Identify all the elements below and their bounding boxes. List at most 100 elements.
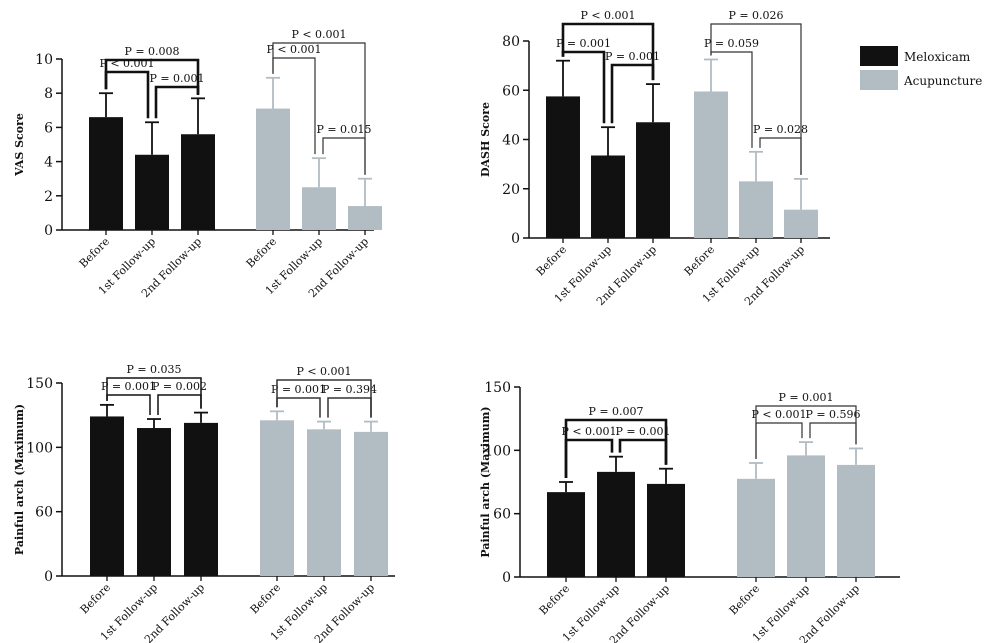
x-tick-label: Before: [78, 581, 113, 616]
y-tick-label: 0: [511, 231, 520, 247]
bar: [737, 478, 775, 577]
bar: [647, 483, 685, 577]
p-value-label: P = 0.007: [588, 405, 643, 418]
significance-bracket: [610, 63, 655, 124]
bar: [184, 422, 218, 576]
y-tick-label: 2: [44, 189, 53, 205]
y-tick-label: 60: [493, 507, 511, 523]
y-tick-label: 100: [26, 440, 53, 456]
p-value-label: P = 0.059: [704, 37, 759, 50]
bar: [694, 91, 728, 238]
p-value-label: P < 0.001: [561, 425, 616, 438]
significance-bracket: [104, 58, 200, 95]
y-axis-label: Painful arch (Maximum): [13, 404, 26, 555]
p-value-label: P = 0.394: [322, 383, 377, 396]
bar: [787, 455, 825, 577]
y-tick-label: 60: [35, 505, 53, 521]
y-tick-label: 0: [44, 569, 53, 585]
significance-bracket: [272, 42, 366, 175]
y-tick-label: 4: [44, 155, 53, 171]
p-value-label: P = 0.001: [605, 50, 660, 63]
p-value-label: P = 0.001: [149, 72, 204, 85]
bar: [636, 122, 670, 238]
p-value-label: P < 0.001: [266, 43, 321, 56]
significance-bracket: [154, 85, 200, 119]
legend-label-meloxicam: Meloxicam: [904, 50, 971, 64]
bar: [307, 429, 341, 576]
p-value-label: P = 0.001: [615, 425, 670, 438]
p-value-label: P < 0.001: [291, 28, 346, 41]
bar: [784, 209, 818, 238]
bar: [90, 416, 124, 576]
x-tick-label: Before: [534, 243, 569, 278]
significance-bracket: [755, 422, 803, 459]
legend-swatch-acupuncture: [860, 70, 898, 90]
bar: [260, 420, 294, 576]
y-tick-label: 60: [502, 83, 520, 99]
bar: [135, 154, 169, 230]
bar: [89, 117, 123, 230]
bar: [302, 187, 336, 230]
bar: [547, 492, 585, 577]
bar: [546, 96, 580, 238]
bar: [597, 471, 635, 577]
bar: [181, 134, 215, 230]
bar: [739, 181, 773, 238]
legend-swatch-meloxicam: [860, 46, 898, 66]
x-tick-label: Before: [682, 243, 717, 278]
bar: [348, 206, 382, 230]
significance-bracket: [327, 397, 372, 418]
x-tick-label: Before: [248, 581, 283, 616]
y-tick-label: 8: [44, 86, 53, 102]
y-tick-label: 80: [502, 34, 520, 50]
p-value-label: P < 0.001: [296, 365, 351, 378]
x-tick-label: Before: [537, 582, 572, 617]
significance-bracket: [755, 405, 857, 459]
p-value-label: P < 0.001: [580, 9, 635, 22]
p-value-label: P = 0.001: [271, 383, 326, 396]
p-value-label: P = 0.028: [753, 123, 808, 136]
significance-bracket: [322, 137, 366, 175]
y-tick-label: 20: [502, 182, 520, 198]
x-tick-label: Before: [77, 235, 112, 270]
legend-label-acupuncture: Acupuncture: [903, 74, 982, 88]
y-axis-label: Painful arch (Maximum): [479, 406, 492, 557]
y-tick-label: 150: [26, 376, 53, 392]
y-tick-label: 100: [484, 443, 511, 459]
y-tick-label: 150: [484, 380, 511, 396]
significance-bracket: [710, 23, 802, 175]
y-tick-label: 0: [44, 223, 53, 239]
y-axis-label: DASH Score: [479, 102, 492, 177]
p-value-label: P = 0.596: [805, 408, 860, 421]
significance-bracket: [759, 137, 802, 175]
significance-bracket: [276, 397, 321, 418]
y-tick-label: 40: [502, 133, 520, 149]
significance-bracket: [618, 438, 668, 465]
bar: [591, 155, 625, 238]
p-value-label: P = 0.002: [152, 380, 207, 393]
y-tick-label: 6: [44, 120, 53, 136]
bar: [137, 428, 171, 576]
y-tick-label: 0: [502, 570, 511, 586]
p-value-label: P = 0.001: [556, 37, 611, 50]
bar: [256, 108, 290, 230]
bar: [837, 464, 875, 577]
x-tick-label: Before: [244, 235, 279, 270]
significance-bracket: [809, 422, 857, 445]
significance-bracket: [564, 418, 668, 478]
p-value-label: P < 0.001: [751, 408, 806, 421]
significance-bracket: [561, 22, 655, 81]
legend: Meloxicam Acupuncture: [860, 46, 982, 90]
p-value-label: P = 0.035: [126, 363, 181, 376]
p-value-label: P = 0.001: [101, 380, 156, 393]
significance-bracket: [104, 70, 150, 119]
p-value-label: P = 0.026: [728, 9, 783, 22]
p-value-label: P = 0.015: [316, 123, 371, 136]
y-tick-label: 10: [35, 52, 53, 68]
y-axis-label: VAS Score: [13, 113, 26, 177]
significance-bracket: [276, 379, 372, 418]
